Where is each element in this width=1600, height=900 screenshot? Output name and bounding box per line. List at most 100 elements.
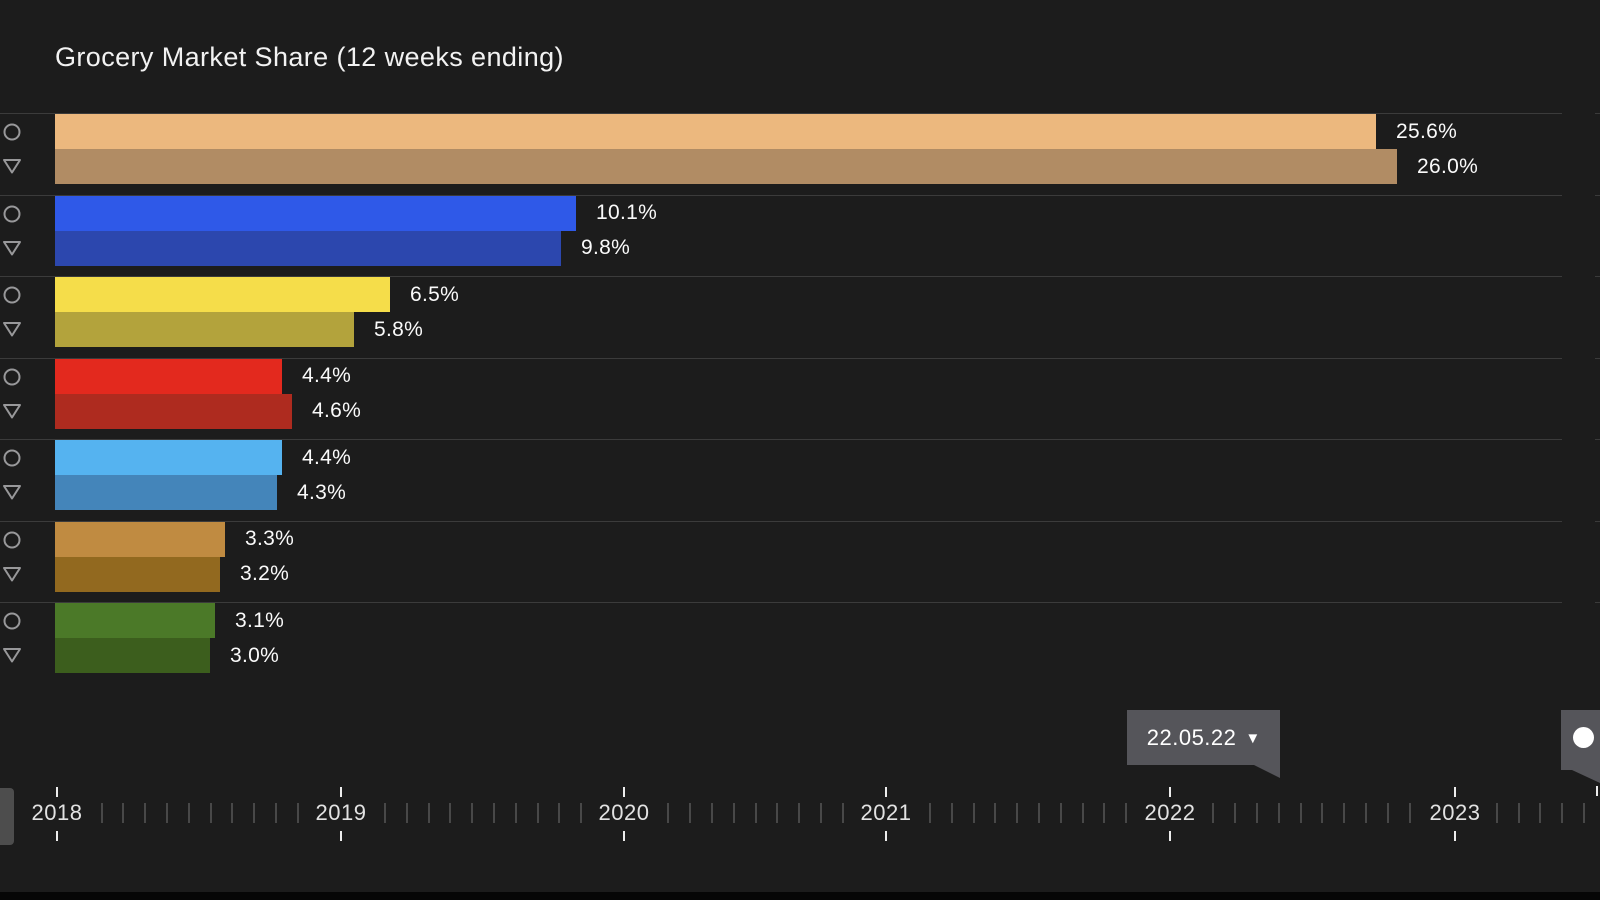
timeline-scrubber[interactable]: 2018 2019 2020 2021 2022 2023 (0, 760, 1600, 860)
circle-marker-icon[interactable] (2, 204, 22, 224)
year-tick-top (885, 787, 887, 797)
period-tick (1060, 803, 1062, 823)
period-tick (1387, 803, 1389, 823)
bar-value-label: 10.1% (596, 201, 658, 224)
year-tick-bottom (1454, 831, 1456, 841)
bar-value-label: 3.1% (235, 608, 285, 632)
circle-marker-icon[interactable] (2, 530, 22, 550)
triangle-down-marker-icon[interactable] (2, 484, 22, 501)
period-tick (515, 803, 517, 823)
period-tick (471, 803, 473, 823)
period-tick (1038, 803, 1040, 823)
selected-date-dropdown[interactable]: 22.05.22 ▼ (1127, 710, 1280, 765)
year-tick-bottom (885, 831, 887, 841)
chevron-down-icon: ▼ (1245, 730, 1261, 747)
bar (55, 603, 215, 638)
triangle-down-marker-icon[interactable] (2, 321, 22, 338)
period-tick (1082, 803, 1084, 823)
bar (55, 475, 277, 510)
bar (55, 440, 282, 475)
period-tick (101, 803, 103, 823)
year-tick-top (56, 787, 58, 797)
year-tick-top (623, 787, 625, 797)
year-tick-top (340, 787, 342, 797)
period-tick (1103, 803, 1105, 823)
group-divider (0, 439, 1600, 440)
group-divider (0, 520, 1600, 522)
bar (55, 277, 390, 312)
timeline-start-handle[interactable] (0, 788, 14, 845)
bar-value-label: 3.2% (240, 562, 290, 585)
period-tick (1212, 803, 1214, 823)
bar (55, 149, 1397, 184)
timeline-end-tick (1596, 786, 1598, 796)
year-label: 2021 (860, 800, 912, 825)
triangle-down-marker-icon[interactable] (2, 403, 22, 420)
triangle-down-marker-icon[interactable] (2, 647, 22, 664)
period-tick (733, 803, 735, 823)
period-tick (1256, 803, 1258, 823)
triangle-down-marker-icon[interactable] (2, 566, 22, 583)
bar-value-label: 25.6% (1396, 119, 1458, 143)
period-tick (406, 803, 408, 823)
bar (55, 521, 225, 557)
period-tick (1016, 803, 1018, 823)
bar (55, 638, 210, 673)
period-tick (210, 803, 212, 823)
triangle-down-marker-icon[interactable] (2, 158, 22, 175)
circle-marker-icon[interactable] (2, 122, 22, 142)
period-tick (842, 803, 844, 823)
period-tick (1365, 803, 1367, 823)
bar-value-label: 3.0% (230, 643, 280, 667)
triangle-down-marker-icon[interactable] (2, 240, 22, 257)
circle-marker-icon[interactable] (2, 611, 22, 631)
bar-value-label: 4.3% (297, 480, 347, 504)
period-tick (1343, 803, 1345, 823)
period-tick (994, 803, 996, 823)
circle-marker-icon[interactable] (2, 367, 22, 387)
bar (55, 393, 292, 429)
bar (55, 230, 561, 266)
year-tick-bottom (340, 831, 342, 841)
bar-value-label: 26.0% (1417, 154, 1479, 178)
period-tick (144, 803, 146, 823)
group-divider (0, 602, 1600, 603)
year-tick-top (1454, 787, 1456, 797)
timeline-end-handle[interactable] (1561, 710, 1600, 770)
period-tick (667, 803, 669, 823)
period-tick (1561, 803, 1563, 823)
bar-value-label: 6.5% (410, 282, 460, 306)
bar-value-label: 4.4% (302, 445, 352, 469)
year-label: 2022 (1144, 800, 1196, 825)
period-tick (755, 803, 757, 823)
circle-marker-icon[interactable] (2, 285, 22, 305)
period-tick (253, 803, 255, 823)
chart-title: Grocery Market Share (12 weeks ending) (55, 42, 564, 72)
period-tick (1321, 803, 1323, 823)
selected-date-label: 22.05.22 (1146, 724, 1237, 750)
year-tick-bottom (1169, 831, 1171, 841)
group-divider (0, 194, 1600, 196)
bar (55, 114, 1376, 149)
group-divider (0, 357, 1600, 359)
period-tick (776, 803, 778, 823)
period-tick (1278, 803, 1280, 823)
circle-marker-icon[interactable] (2, 448, 22, 468)
period-tick (711, 803, 713, 823)
period-tick (1539, 803, 1541, 823)
bar-value-label: 4.4% (302, 364, 352, 387)
bar-value-label: 4.6% (312, 399, 362, 422)
period-tick (166, 803, 168, 823)
period-tick (1496, 803, 1498, 823)
period-tick (384, 803, 386, 823)
year-tick-bottom (623, 831, 625, 841)
period-tick (275, 803, 277, 823)
period-tick (820, 803, 822, 823)
year-label: 2020 (598, 800, 650, 825)
bar (55, 195, 576, 231)
period-tick (1409, 803, 1411, 823)
period-tick (1300, 803, 1302, 823)
period-tick (1518, 803, 1520, 823)
bar (55, 312, 354, 347)
